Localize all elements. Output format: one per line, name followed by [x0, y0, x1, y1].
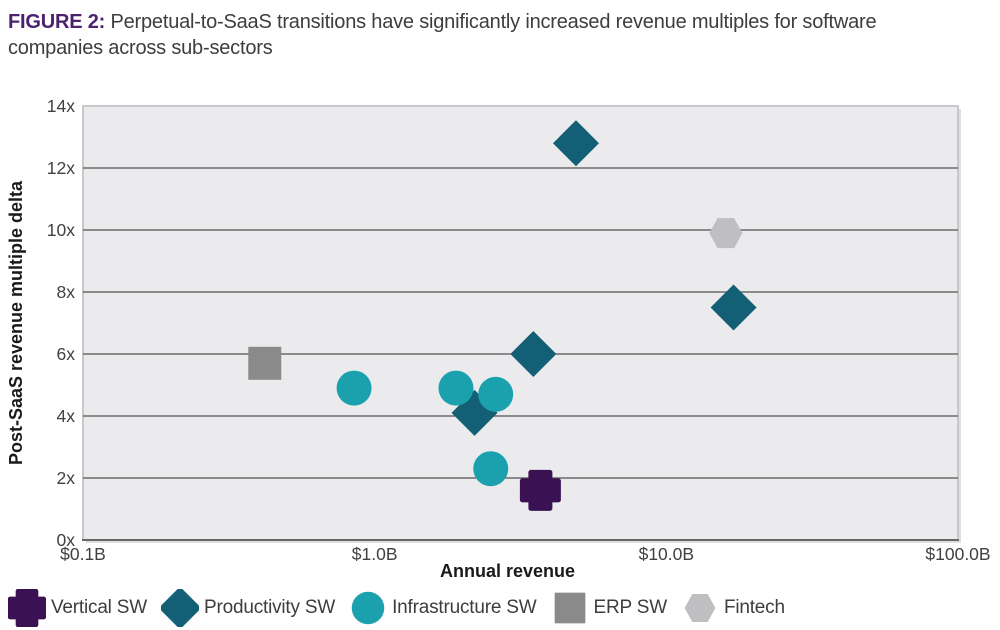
- y-tick-label-6x: 6x: [57, 344, 76, 364]
- x-tick-label-100-0b: $100.0B: [925, 544, 990, 564]
- x-tick-label-1-0b: $1.0B: [352, 544, 398, 564]
- data-point-infrastructure-sw-1.9b-4.9x: [438, 370, 474, 406]
- data-point-fintech-16b-9.9x: [709, 218, 743, 249]
- legend-label-vertical-sw: Vertical SW: [51, 597, 147, 618]
- data-point-productivity-sw-4.9b-12.8x: [552, 120, 599, 167]
- infrastructure-sw-circle-icon: [351, 591, 385, 625]
- y-tick-label-2x: 2x: [57, 468, 76, 488]
- legend-marker-infrastructure-sw: [351, 591, 385, 625]
- y-tick-label-8x: 8x: [57, 282, 76, 302]
- data-point-productivity-sw-3.5b-6x: [510, 331, 557, 377]
- legend-marker-productivity-sw: [161, 589, 199, 627]
- productivity-sw-diamond-icon: [161, 589, 199, 627]
- y-tick-label-4x: 4x: [57, 406, 76, 426]
- series-erp-sw: [248, 346, 282, 380]
- legend-marker-fintech: [684, 594, 716, 622]
- figure-title: Perpetual-to-SaaS transitions have signi…: [8, 11, 877, 59]
- legend-marker-vertical-sw: [8, 589, 46, 627]
- legend-item-productivity-sw: Productivity SW: [161, 589, 335, 627]
- erp-sw-square-icon: [554, 592, 585, 624]
- x-tick-label-0-1b: $0.1B: [60, 544, 106, 564]
- figure-label: FIGURE 2:: [8, 11, 106, 33]
- series-fintech: [709, 218, 743, 249]
- x-axis-title: Annual revenue: [440, 561, 575, 581]
- vertical-sw-plus-icon: [8, 589, 46, 627]
- legend-marker-erp-sw: [554, 592, 585, 624]
- x-tick-label-10-0b: $10.0B: [639, 544, 694, 564]
- series-infrastructure-sw: [336, 370, 514, 487]
- plot-area: [82, 105, 959, 541]
- legend-item-infrastructure-sw: Infrastructure SW: [349, 589, 537, 627]
- data-point-infrastructure-sw-2.5b-2.3x: [473, 451, 509, 487]
- legend-label-fintech: Fintech: [723, 597, 785, 618]
- legend-item-fintech: Fintech: [681, 589, 785, 627]
- y-axis-title: Post-SaaS revenue multiple delta: [6, 180, 26, 465]
- y-tick-label-0x: 0x: [57, 530, 76, 550]
- legend-label-erp-sw: ERP SW: [593, 597, 668, 618]
- fintech-hexagon-icon: [684, 594, 716, 622]
- data-point-productivity-sw-17b-7.5x: [710, 284, 757, 331]
- data-point-infrastructure-sw-0.85b-4.9x: [336, 370, 372, 406]
- figure-title-block: FIGURE 2: Perpetual-to-SaaS transitions …: [8, 9, 960, 61]
- legend-label-productivity-sw: Productivity SW: [204, 597, 336, 618]
- chart-legend: Vertical SW Productivity SW Infrastructure…: [8, 588, 785, 628]
- y-tick-label-12x: 12x: [47, 158, 75, 178]
- series-vertical-sw: [519, 469, 561, 511]
- data-point-infrastructure-sw-2.6b-4.7x: [478, 376, 514, 412]
- data-point-vertical-sw-3.7b-1.6x: [519, 469, 561, 511]
- y-tick-label-10x: 10x: [47, 220, 75, 240]
- legend-label-infrastructure-sw: Infrastructure SW: [392, 597, 537, 618]
- legend-item-vertical-sw: Vertical SW: [8, 589, 147, 627]
- y-tick-label-14x: 14x: [47, 96, 75, 116]
- legend-item-erp-sw: ERP SW: [551, 589, 667, 627]
- data-point-erp-sw-0.42b-5.7x: [248, 346, 282, 380]
- scatter-chart: 0x 2x 4x 6x 8x 10x 12x 14x $0.1B $1.0B $10.0B $100.…: [6, 96, 991, 581]
